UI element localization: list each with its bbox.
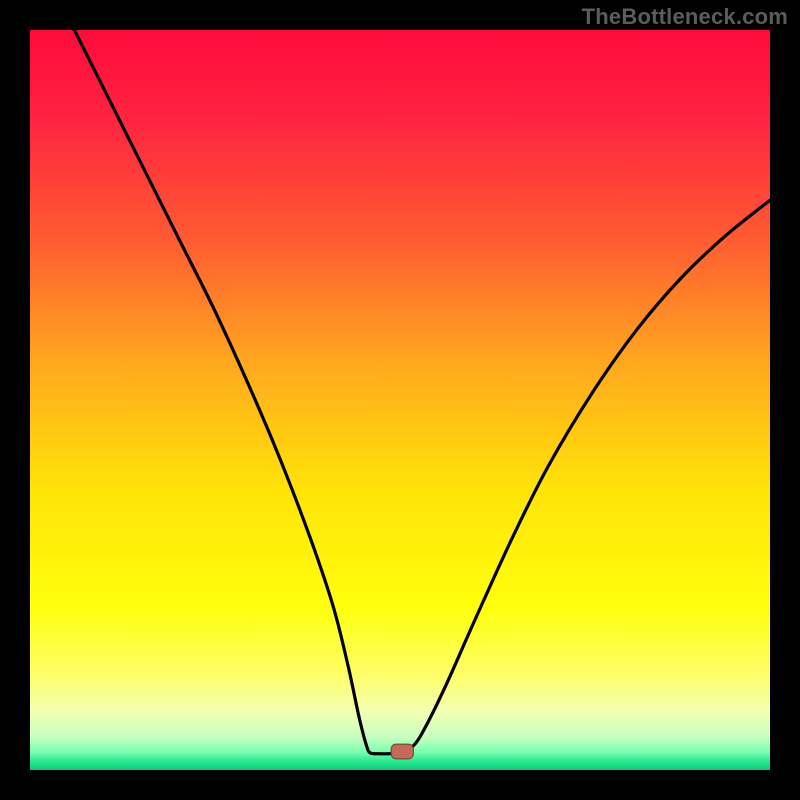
optimal-point-marker [391,744,413,759]
stage: TheBottleneck.com [0,0,800,800]
plot-area [30,30,770,770]
bottleneck-curve [74,30,770,754]
watermark-text: TheBottleneck.com [582,4,788,30]
curve-layer [30,30,770,770]
